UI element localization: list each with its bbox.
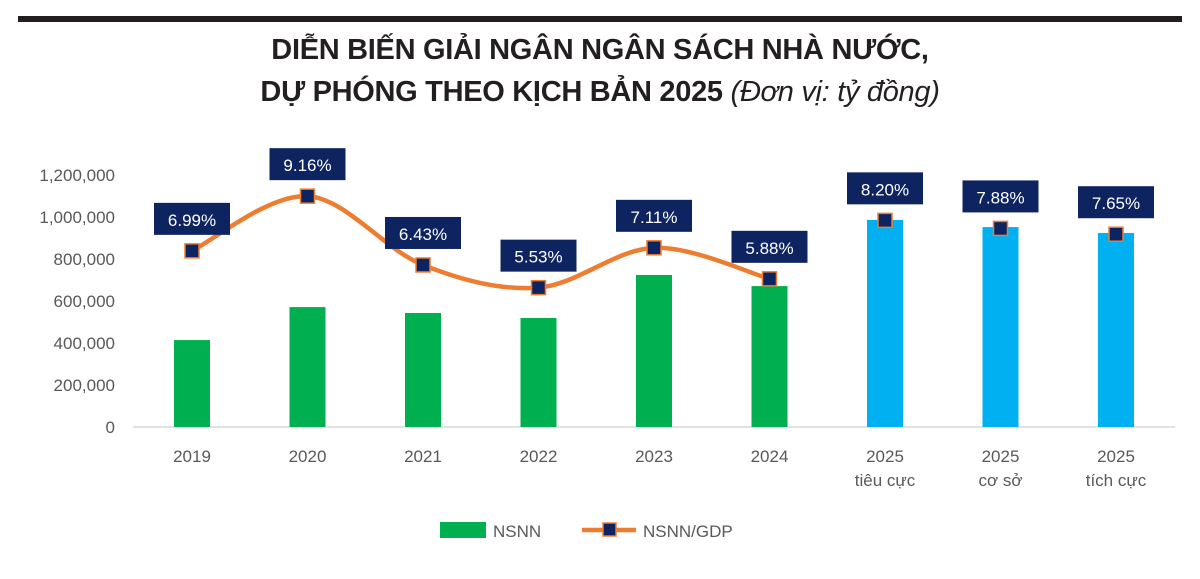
data-label-box — [616, 199, 692, 232]
y-tick-label: 0 — [106, 418, 115, 437]
bar-1 — [289, 307, 326, 427]
data-label: 8.20% — [861, 180, 909, 199]
x-tick-label: 2021 — [404, 447, 442, 466]
line-nsnn-gdp — [190, 193, 771, 291]
bar-4 — [636, 274, 672, 427]
legend-swatch-nsnn — [440, 522, 486, 538]
bar-7 — [982, 227, 1019, 427]
y-tick-label: 400,000 — [54, 334, 115, 353]
bar-8 — [1098, 232, 1134, 427]
x-tick-label: 2019 — [173, 447, 211, 466]
data-label: 5.88% — [745, 239, 793, 258]
top-rule — [18, 16, 1182, 22]
x-tick-label: 2025 — [1097, 447, 1135, 466]
bar-3 — [520, 318, 557, 427]
bar-2 — [405, 312, 441, 427]
y-tick-label: 1,000,000 — [39, 208, 115, 227]
x-tick-label: 2023 — [635, 447, 673, 466]
data-label: 7.65% — [1092, 194, 1140, 213]
chart-title-main: DỰ PHÓNG THEO KỊCH BẢN 2025 — [260, 76, 723, 108]
line-marker-1 — [299, 188, 316, 204]
legend-marker-icon — [602, 522, 617, 537]
x-tick-label: 2024 — [751, 447, 789, 466]
chart-title-line2: DỰ PHÓNG THEO KỊCH BẢN 2025 (Đơn vị: tỷ … — [0, 76, 1200, 109]
x-tick-label: 2022 — [520, 447, 558, 466]
data-label: 6.99% — [168, 211, 216, 230]
line-marker-7 — [992, 220, 1009, 237]
y-tick-label: 200,000 — [54, 376, 115, 395]
line-marker-6 — [877, 212, 893, 229]
x-tick-label: 2020 — [289, 447, 327, 466]
data-label-box — [1078, 186, 1154, 219]
chart-title-line1: DIỄN BIẾN GIẢI NGÂN NGÂN SÁCH NHÀ NƯỚC, — [271, 34, 929, 66]
data-label-box — [847, 172, 923, 205]
data-label-box — [500, 239, 577, 272]
data-label: 5.53% — [514, 248, 562, 267]
line-marker-5 — [761, 271, 778, 287]
bar-0 — [174, 340, 210, 427]
line-marker-3 — [530, 279, 547, 296]
bar-5 — [751, 286, 788, 427]
x-tick-label: 2025 — [982, 447, 1020, 466]
x-tick-label: tiêu cực — [855, 471, 916, 490]
line-marker-8 — [1108, 226, 1124, 242]
legend-label-nsnn: NSNN — [493, 522, 541, 541]
data-label: 7.11% — [631, 208, 678, 227]
x-tick-label: tích cực — [1086, 471, 1147, 490]
data-label: 7.88% — [976, 188, 1024, 207]
data-label-box — [731, 230, 808, 263]
line-marker-0 — [184, 243, 200, 259]
data-label-box — [962, 180, 1039, 213]
x-tick-label: 2025 — [866, 447, 904, 466]
bar-6 — [867, 219, 903, 427]
data-label-box — [385, 216, 461, 249]
chart-unit: (Đơn vị: tỷ đồng) — [730, 76, 940, 108]
x-tick-label: cơ sở — [978, 471, 1022, 490]
y-tick-label: 1,200,000 — [39, 166, 115, 185]
line-marker-2 — [415, 257, 431, 273]
data-label: 6.43% — [399, 225, 447, 244]
data-label-box — [269, 148, 346, 181]
y-tick-label: 800,000 — [54, 250, 115, 269]
line-marker-4 — [646, 240, 662, 256]
y-tick-label: 600,000 — [54, 292, 115, 311]
legend-label-nsnn-gdp: NSNN/GDP — [643, 522, 733, 541]
data-label-box — [154, 202, 230, 235]
data-label: 9.16% — [283, 156, 331, 175]
